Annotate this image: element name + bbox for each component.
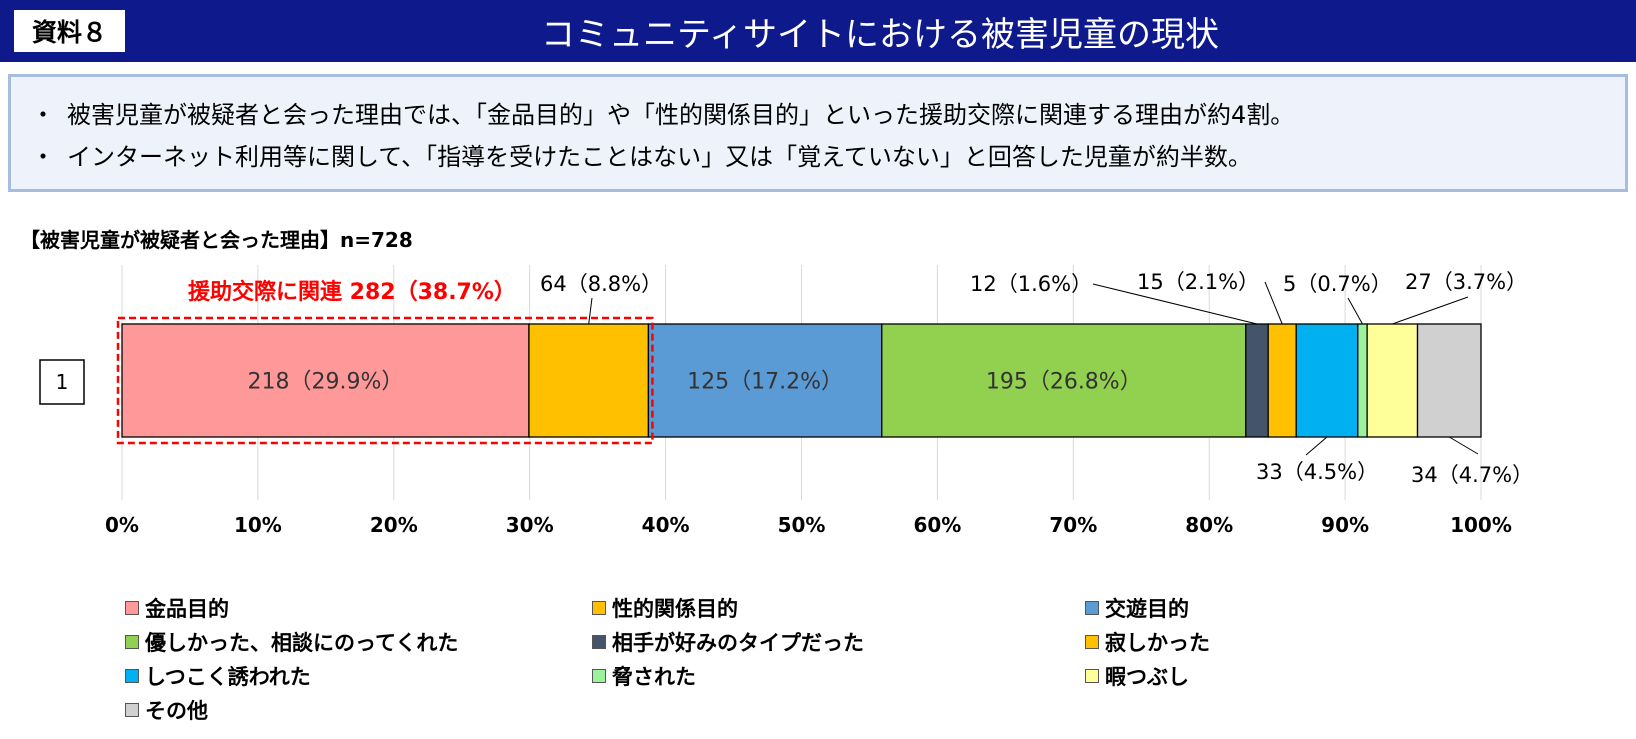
legend-swatch — [592, 669, 606, 683]
data-label: 12（1.6%） — [970, 272, 1092, 296]
legend-label: 金品目的 — [145, 597, 229, 621]
legend-swatch — [125, 601, 139, 615]
bar-segment — [647, 323, 883, 438]
x-tick-label: 50% — [778, 513, 826, 537]
data-label: 33（4.5%） — [1256, 460, 1378, 484]
data-label: 15（2.1%） — [1137, 270, 1259, 294]
data-label: 125（17.2%） — [687, 370, 843, 395]
bar-segment — [1267, 323, 1297, 438]
category-label-box — [39, 359, 85, 405]
x-tick-label: 80% — [1185, 513, 1233, 537]
legend-swatch — [592, 635, 606, 649]
leader-line — [1305, 436, 1328, 456]
bar-segment — [1357, 323, 1368, 438]
legend-item: 脅された — [592, 661, 696, 691]
x-tick-label: 60% — [913, 513, 961, 537]
legend-item: 交遊目的 — [1085, 593, 1189, 623]
summary-line-1: ・被害児童が被疑者と会った理由では、「金品目的」や「性的関係目的」といった援助交… — [31, 95, 1294, 130]
data-label: 64（8.8%） — [540, 272, 662, 296]
annotation-label: 援助交際に関連 282（38.7%） — [188, 279, 516, 305]
title-bar: 資料８ コミュニティサイトにおける被害児童の現状 — [0, 0, 1636, 62]
legend-label: その他 — [145, 699, 208, 723]
legend-item: 暇つぶし — [1085, 661, 1189, 691]
legend-item: しつこく誘われた — [125, 661, 311, 691]
summary-line-2: ・インターネット利用等に関して、「指導を受けたことはない」又は「覚えていない」と… — [31, 137, 1252, 172]
leader-line — [1392, 296, 1469, 325]
summary-text-2: インターネット利用等に関して、「指導を受けたことはない」又は「覚えていない」と回… — [67, 143, 1252, 171]
legend-swatch — [1085, 669, 1099, 683]
legend-item: 寂しかった — [1085, 627, 1210, 657]
bar-segment — [121, 323, 530, 438]
x-tick-label: 30% — [506, 513, 554, 537]
data-label: 195（26.8%） — [986, 370, 1142, 395]
legend-label: 脅された — [612, 665, 696, 689]
leader-line — [1264, 281, 1283, 325]
x-tick-label: 10% — [234, 513, 282, 537]
bar-segment — [1245, 323, 1269, 438]
legend-label: 寂しかった — [1105, 631, 1210, 655]
legend-swatch — [1085, 601, 1099, 615]
legend-swatch — [592, 601, 606, 615]
legend-label: 交遊目的 — [1105, 597, 1189, 621]
bar-segment — [1295, 323, 1359, 438]
legend-label: 相手が好みのタイプだった — [612, 631, 864, 655]
legend-item: 性的関係目的 — [592, 593, 738, 623]
legend-item: 優しかった、相談にのってくれた — [125, 627, 458, 657]
leader-line — [1449, 436, 1479, 455]
bar-segment — [1366, 323, 1419, 438]
category-label: 1 — [56, 370, 69, 394]
summary-text-1: 被害児童が被疑者と会った理由では、「金品目的」や「性的関係目的」といった援助交際… — [67, 101, 1295, 129]
chart-title: 【被害児童が被疑者と会った理由】n=728 — [20, 228, 413, 252]
legend: 金品目的 性的関係目的 交遊目的優しかった、相談にのってくれた 相手が好みのタイプだっ… — [125, 593, 1625, 733]
legend-item: 相手が好みのタイプだった — [592, 627, 864, 657]
bar-segment — [1416, 323, 1482, 438]
x-tick-label: 70% — [1049, 513, 1097, 537]
x-tick-label: 40% — [642, 513, 690, 537]
x-tick-label: 0% — [105, 513, 139, 537]
legend-item: 金品目的 — [125, 593, 229, 623]
x-tick-label: 90% — [1321, 513, 1369, 537]
legend-label: 暇つぶし — [1105, 665, 1189, 689]
bar-segment — [528, 323, 650, 438]
leader-line — [1092, 283, 1258, 325]
bullet-icon: ・ — [31, 143, 55, 171]
summary-box: ・被害児童が被疑者と会った理由では、「金品目的」や「性的関係目的」といった援助交… — [8, 74, 1628, 192]
data-label: 34（4.7%） — [1411, 463, 1533, 487]
legend-swatch — [125, 635, 139, 649]
document-label: 資料８ — [12, 8, 127, 54]
legend-swatch — [125, 669, 139, 683]
legend-swatch — [125, 703, 139, 717]
legend-label: 性的関係目的 — [612, 597, 738, 621]
legend-label: しつこく誘われた — [145, 665, 311, 689]
page-title: コミュニティサイトにおける被害児童の現状 — [541, 14, 1219, 55]
legend-swatch — [1085, 635, 1099, 649]
bullet-icon: ・ — [31, 101, 55, 129]
leader-line — [1347, 297, 1363, 325]
data-label: 5（0.7%） — [1283, 272, 1392, 296]
legend-item: その他 — [125, 695, 208, 725]
x-tick-label: 20% — [370, 513, 418, 537]
x-tick-label: 100% — [1450, 513, 1512, 537]
data-label: 27（3.7%） — [1405, 270, 1527, 294]
leader-line — [588, 297, 593, 325]
annotation-box — [116, 316, 654, 445]
legend-label: 優しかった、相談にのってくれた — [145, 631, 459, 655]
data-label: 218（29.9%） — [248, 370, 404, 395]
